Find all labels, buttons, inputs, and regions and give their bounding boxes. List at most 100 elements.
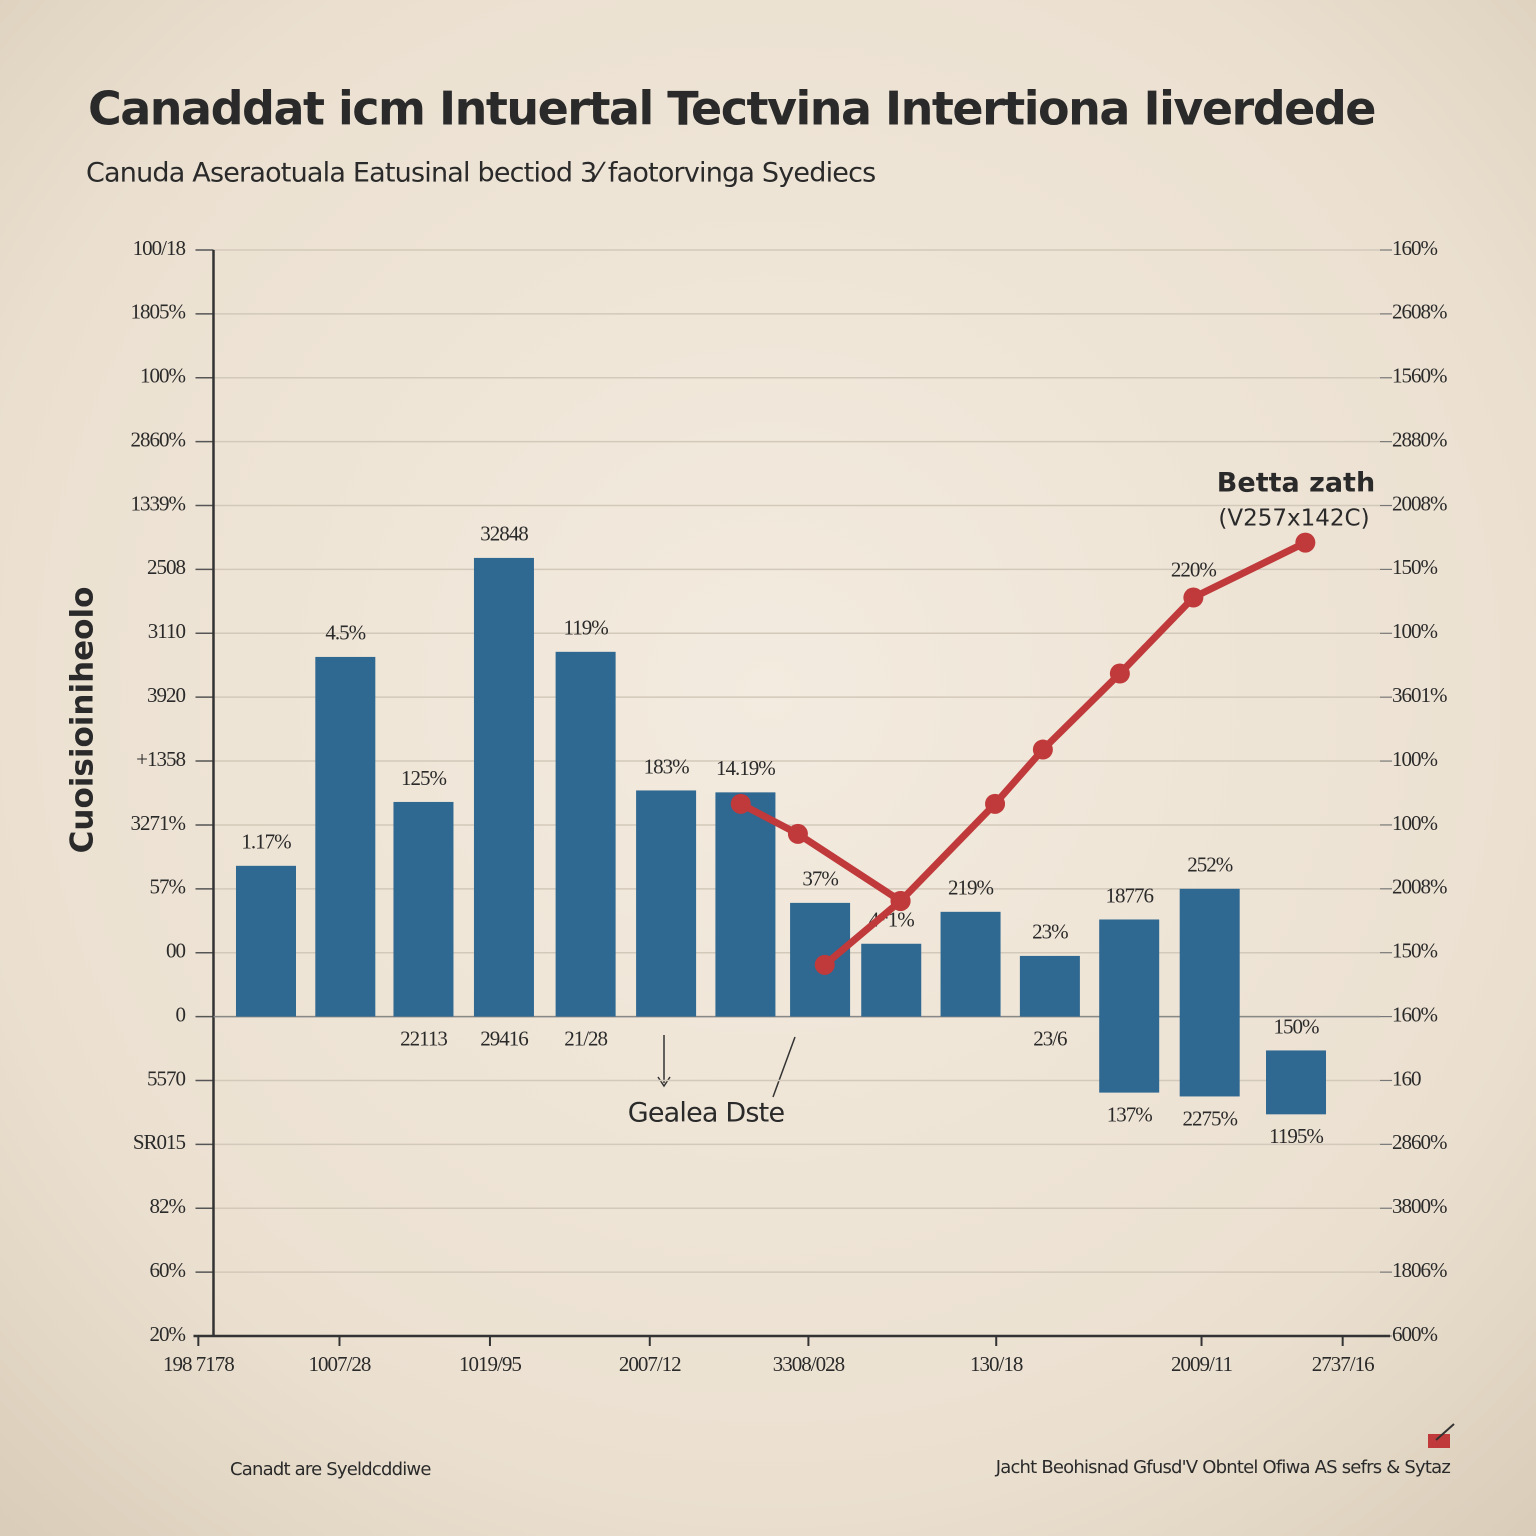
bar-label: 125% [401, 766, 447, 790]
y-tick-label: 2860% [131, 427, 186, 451]
line [739, 539, 1307, 905]
bar-label: 32848 [480, 522, 528, 546]
line-point [787, 823, 808, 844]
y-tick-label: 60% [150, 1258, 186, 1282]
y-axis-label: Cuoisioiniheolo [65, 587, 101, 854]
line-point [985, 793, 1006, 814]
chart-subtitle: Canuda Aseraotuala Eatusinal bectiod 3⁄ … [86, 158, 875, 189]
bar-label: 150% [1274, 1014, 1320, 1038]
bar-label: 29416 [480, 1026, 528, 1050]
bar [940, 911, 1001, 1017]
y-tick-label: 20% [150, 1322, 186, 1346]
y2-tick-label: 100% [1392, 619, 1438, 643]
y-tick-label: SR015 [133, 1130, 186, 1154]
y2-tick-label: 2608% [1392, 300, 1447, 324]
y-tick-label: +1358 [136, 747, 185, 771]
flag-icon [1428, 1423, 1455, 1448]
x-tick-label: 2009/11 [1171, 1352, 1233, 1376]
bar-label: 252% [1187, 853, 1233, 877]
y-tick-label: 3920 [147, 683, 186, 707]
bar [861, 943, 922, 1017]
x-tick-label: 1007/28 [309, 1352, 371, 1376]
line-point [1032, 739, 1053, 760]
line-subtitle: (V257x142C) [1218, 506, 1369, 532]
y-tick-label: 3110 [148, 619, 186, 643]
y-tick-label: 2508 [147, 555, 186, 579]
bar-label: 18776 [1105, 883, 1153, 907]
x-tick-label: 2007/12 [619, 1352, 681, 1376]
line-point [890, 890, 911, 911]
y2-tick-label: 1560% [1392, 364, 1447, 388]
y2-tick-label: 2880% [1392, 427, 1447, 451]
y2-tick-label: 100% [1392, 811, 1438, 835]
line-point [1295, 532, 1316, 553]
bar-label: 14.19% [716, 756, 775, 780]
x-tick-label: 2737/16 [1312, 1352, 1374, 1376]
bar [315, 656, 376, 1017]
bar-label: 23% [1032, 920, 1068, 944]
bar-label: 1.17% [241, 830, 291, 854]
y-tick-label: 00 [166, 939, 186, 963]
y2-tick-label: 160% [1392, 236, 1438, 260]
y-tick-label: 3271% [131, 811, 186, 835]
y2-tick-label: 2008% [1392, 491, 1447, 515]
y2-tick-label: 1806% [1392, 1258, 1447, 1282]
bar-label: 37% [802, 867, 838, 891]
bar [393, 801, 454, 1017]
line-point [1183, 587, 1204, 608]
bar [1099, 919, 1160, 1093]
y2-tick-label: 160% [1392, 1002, 1438, 1026]
point-label: 220% [1171, 557, 1217, 581]
y-tick-label: 82% [150, 1194, 186, 1218]
y-tick-label: 1805% [131, 300, 186, 324]
x-tick-label: 3308/028 [773, 1352, 845, 1376]
y-tick-label: 100% [140, 364, 186, 388]
x-tick-label: 1019/95 [459, 1352, 521, 1376]
x-tick-label: 198 7178 [163, 1352, 234, 1376]
line-point [730, 793, 751, 814]
bar-label: 137% [1107, 1102, 1153, 1126]
chart-title: Canaddat icm Intuertal Tectvina Intertio… [88, 82, 1375, 136]
annotation-line [772, 1036, 796, 1098]
footer-right: Jacht Beohisnad Gfusd'V Obntel Ofiwa AS … [995, 1457, 1451, 1478]
bar-label: 1195% [1269, 1124, 1323, 1148]
bar [555, 651, 616, 1017]
bar [1179, 888, 1240, 1097]
y2-tick-label: 600% [1392, 1322, 1438, 1346]
bar-label: 119% [564, 616, 609, 640]
bar-label: 22113 [400, 1026, 447, 1050]
y2-tick-label: 100% [1392, 747, 1438, 771]
y-tick-label: 57% [150, 875, 186, 899]
y-tick-label: 100/18 [133, 236, 186, 260]
y-tick-label: 5570 [147, 1066, 186, 1090]
line-point [1109, 663, 1130, 684]
line-title: Betta zath [1217, 468, 1375, 499]
bar [636, 790, 697, 1017]
bar [715, 792, 776, 1017]
y2-tick-label: 2008% [1392, 875, 1447, 899]
y2-tick-label: 3601% [1392, 683, 1447, 707]
y2-tick-label: 2860% [1392, 1130, 1447, 1154]
bar-label: 183% [644, 754, 690, 778]
y-tick-label: 0 [176, 1002, 186, 1026]
bar-label: 23/6 [1033, 1026, 1067, 1050]
bar [1019, 955, 1080, 1017]
bar-label: 4.5% [325, 621, 365, 645]
annotation: Gealea Dste [628, 1098, 785, 1129]
bar [1266, 1050, 1327, 1115]
bar [235, 865, 296, 1017]
bar-label: 2275% [1182, 1106, 1237, 1130]
y2-tick-label: 150% [1392, 555, 1438, 579]
line [822, 898, 903, 968]
bar-label: 21/28 [564, 1026, 607, 1050]
y-tick-label: 1339% [131, 491, 186, 515]
bar-label: 219% [948, 876, 994, 900]
y2-tick-label: 150% [1392, 939, 1438, 963]
line-point [814, 954, 835, 975]
bar [473, 557, 534, 1017]
footer-left: Canadt are Syeldcddiwe [230, 1459, 431, 1480]
y2-tick-label: 160 [1392, 1066, 1421, 1090]
y2-tick-label: 3800% [1392, 1194, 1447, 1218]
